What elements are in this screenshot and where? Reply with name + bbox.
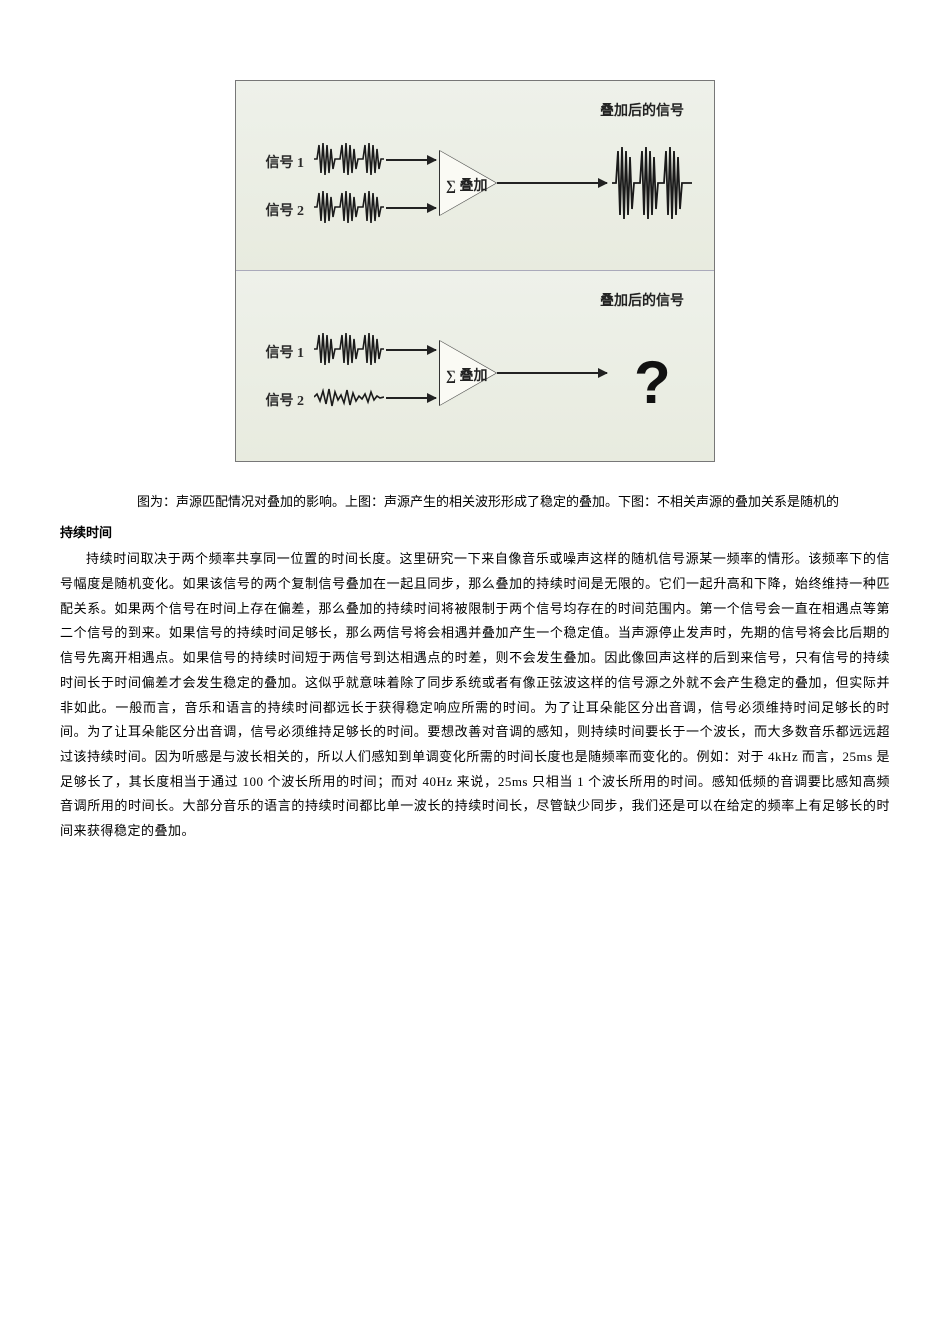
arrow-icon	[386, 349, 436, 351]
arrow-icon	[386, 159, 436, 161]
arrow-icon	[386, 207, 436, 209]
signal-1-burst-icon	[314, 139, 384, 179]
body-paragraph: 持续时间取决于两个频率共享同一位置的时间长度。这里研究一下来自像音乐或噪声这样的…	[60, 547, 890, 843]
question-mark-icon: ?	[634, 326, 671, 440]
diagram-panel-uncorrelated: 叠加后的信号 信号 1 信号 2 ∑ 叠加 ?	[236, 271, 714, 461]
arrow-icon	[386, 397, 436, 399]
arrow-icon	[497, 182, 607, 184]
signal-2-burst-icon	[314, 187, 384, 227]
sum-label: ∑ 叠加	[446, 364, 487, 391]
signal-2-noise-icon	[314, 377, 384, 417]
signal-2-label: 信号 2	[254, 199, 304, 226]
sum-label: ∑ 叠加	[446, 174, 487, 201]
output-label: 叠加后的信号	[600, 289, 684, 316]
signal-1-label: 信号 1	[254, 341, 304, 368]
signal-1-burst-icon	[314, 329, 384, 369]
signal-1-label: 信号 1	[254, 151, 304, 178]
signal-summation-diagram: 叠加后的信号 信号 1 信号 2 ∑ 叠加 叠加后的信号 信号 1 信号 2	[235, 80, 715, 462]
diagram-panel-correlated: 叠加后的信号 信号 1 信号 2 ∑ 叠加	[236, 81, 714, 271]
output-burst-icon	[612, 141, 692, 225]
output-label: 叠加后的信号	[600, 99, 684, 126]
arrow-icon	[497, 372, 607, 374]
section-heading: 持续时间	[60, 521, 890, 546]
signal-2-label: 信号 2	[254, 389, 304, 416]
figure-caption: 图为：声源匹配情况对叠加的影响。上图：声源产生的相关波形形成了稳定的叠加。下图：…	[60, 490, 890, 515]
